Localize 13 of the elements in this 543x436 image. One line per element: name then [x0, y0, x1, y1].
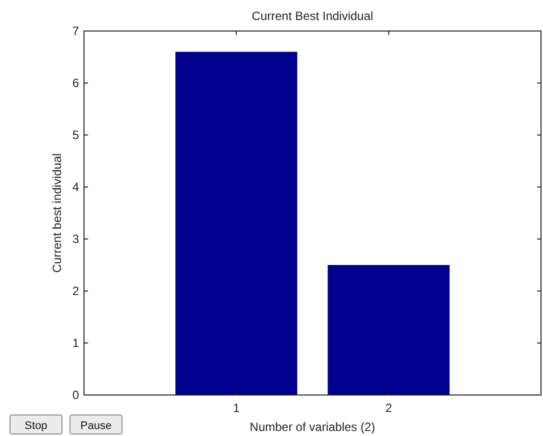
button: Pause — [70, 414, 122, 434]
y-tick-label: 0 — [72, 388, 80, 402]
y-tick-label: 2 — [72, 284, 80, 298]
chart-title: Current Best Individual — [252, 9, 374, 23]
y-tick-label: 5 — [72, 128, 80, 142]
button: Stop — [10, 414, 62, 434]
y-tick-label: 1 — [72, 336, 80, 350]
y-tick-label: 7 — [72, 24, 80, 38]
y-tick-label: 3 — [72, 232, 80, 246]
y-tick-label: 6 — [72, 76, 80, 90]
x-axis-title: Number of variables (2) — [250, 420, 376, 434]
y-tick-label: 4 — [72, 180, 80, 194]
y-axis-title: Current best individual — [50, 153, 64, 273]
